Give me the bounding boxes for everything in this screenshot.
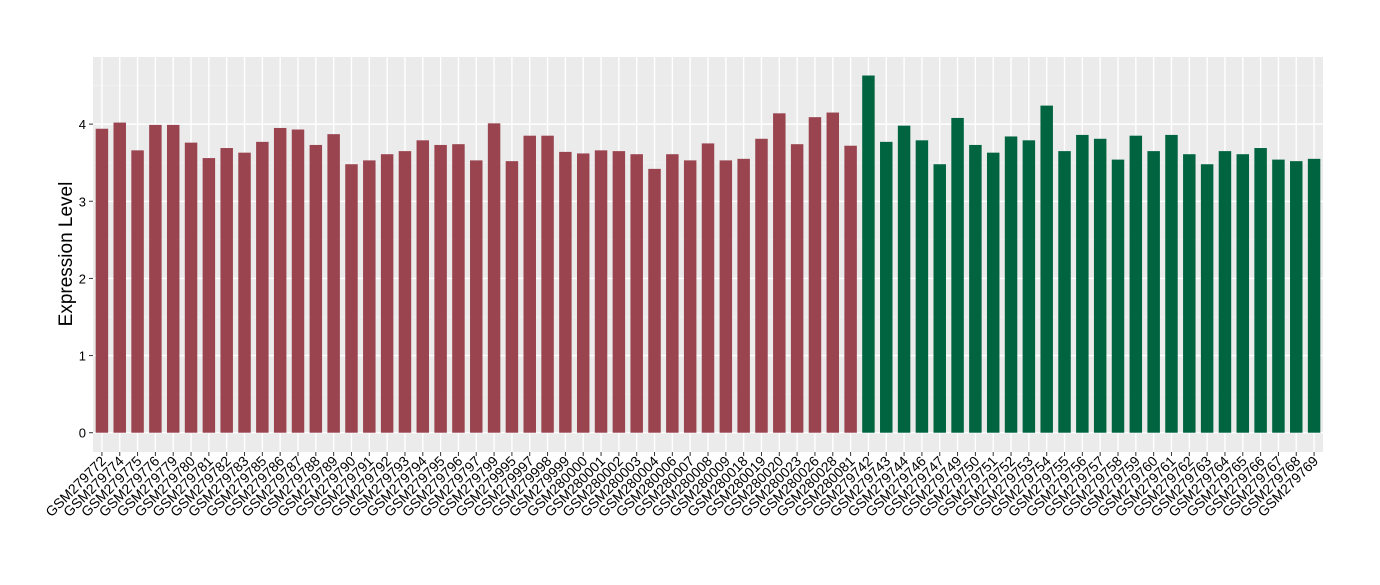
bar (291, 129, 305, 433)
y-axis-title: Expression Level (56, 182, 77, 327)
bar (238, 152, 251, 433)
bar (113, 122, 126, 433)
y-tick-label: 0 (79, 426, 86, 441)
bar (470, 160, 483, 433)
bar (434, 144, 447, 433)
bar (897, 125, 911, 433)
bar (1165, 134, 1178, 433)
bar (1129, 135, 1143, 433)
bar (1236, 154, 1250, 433)
bar (576, 153, 590, 433)
bar (683, 160, 697, 433)
bar (862, 75, 875, 433)
bar (95, 128, 109, 433)
bar (1004, 136, 1018, 433)
bar (559, 151, 572, 433)
y-tick-label: 1 (79, 349, 86, 364)
bar (933, 164, 946, 433)
bar (594, 150, 608, 433)
bar (1058, 151, 1071, 433)
bar (452, 144, 465, 433)
bar (951, 117, 964, 433)
bar (1111, 159, 1125, 433)
bar (487, 123, 501, 433)
bar (166, 124, 180, 433)
bar (969, 144, 982, 433)
bar (380, 154, 394, 433)
bar (1307, 158, 1321, 433)
bar (1093, 138, 1107, 433)
bar (149, 124, 162, 433)
bar (220, 148, 233, 433)
bar (523, 135, 536, 433)
bar (737, 158, 750, 433)
bar (755, 138, 768, 433)
bar (1272, 159, 1285, 433)
bar (701, 143, 715, 433)
bar (666, 154, 679, 433)
bar (256, 141, 269, 433)
bar (880, 141, 893, 433)
bar (844, 145, 857, 433)
y-tick-label: 4 (79, 117, 86, 132)
bar (719, 160, 733, 433)
bar (1147, 151, 1160, 433)
bar (202, 158, 216, 433)
bar (1290, 161, 1303, 433)
bar (363, 160, 376, 433)
bar (808, 117, 822, 433)
bar (273, 127, 287, 433)
y-axis: 0 1 2 3 4 (79, 117, 93, 441)
bar (630, 154, 643, 433)
bar (1183, 154, 1196, 433)
bar (345, 164, 358, 433)
bar (915, 140, 929, 433)
bar (505, 161, 519, 433)
y-tick-label: 3 (79, 194, 86, 209)
bar (327, 134, 340, 433)
bar (184, 142, 198, 433)
bar (826, 112, 840, 433)
bar (773, 113, 786, 433)
bar (541, 135, 554, 433)
bar (309, 144, 323, 433)
bar (1254, 148, 1267, 433)
bar (131, 150, 144, 433)
bar (790, 144, 804, 433)
bar (1040, 105, 1053, 433)
bar (986, 152, 1000, 433)
bar (1218, 151, 1232, 433)
bar (1022, 140, 1036, 433)
bars (95, 75, 1321, 433)
bar (1076, 134, 1089, 433)
bar (648, 168, 661, 433)
x-axis: GSM279772GSM279774GSM279775GSM279776GSM2… (42, 452, 1321, 520)
y-tick-label: 2 (79, 271, 86, 286)
bar (398, 151, 412, 433)
bar (1200, 164, 1214, 433)
bar (612, 151, 626, 433)
bar (416, 140, 430, 433)
